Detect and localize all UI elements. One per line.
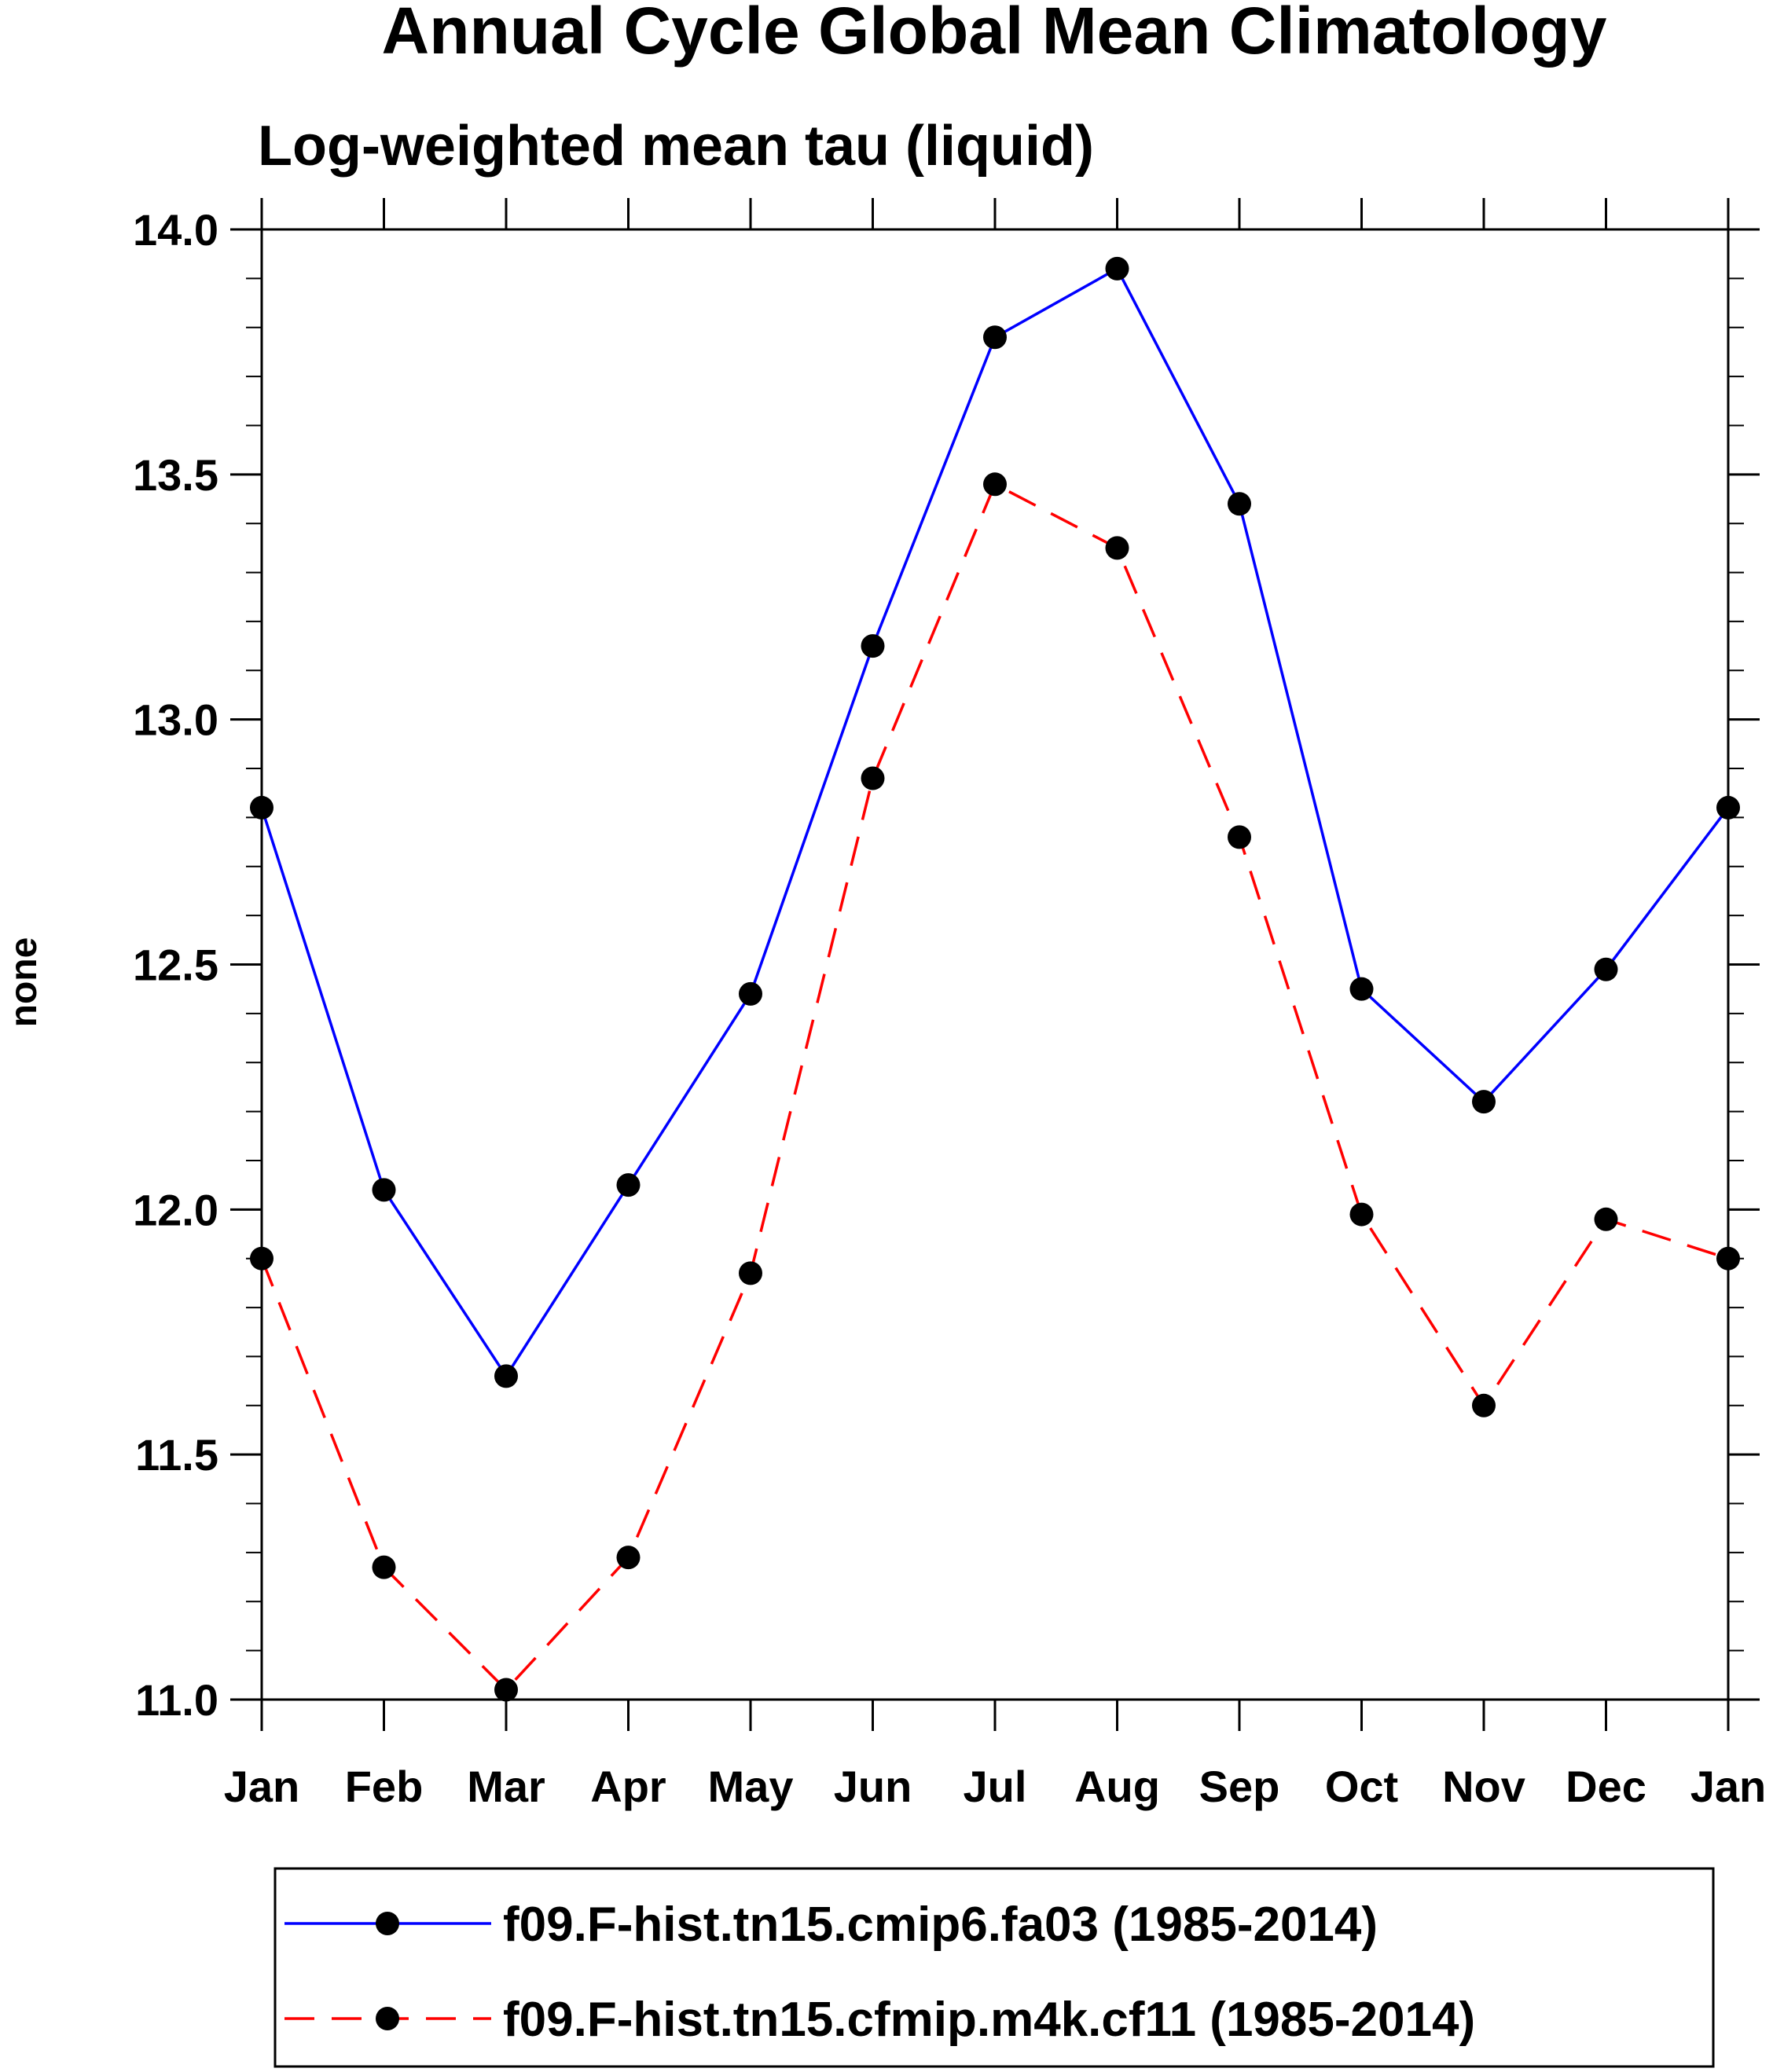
y-tick-label: 14.0 <box>133 205 218 255</box>
data-point-2 <box>372 1555 396 1579</box>
data-point-2 <box>1105 536 1129 560</box>
x-tick-label: Sep <box>1199 1762 1280 1811</box>
x-tick-label: Jan <box>1690 1762 1767 1811</box>
x-tick-label: Apr <box>590 1762 666 1811</box>
legend-box <box>273 1867 1715 2068</box>
data-point-1 <box>372 1178 396 1202</box>
data-point-2 <box>1716 1246 1740 1271</box>
x-tick-label: Aug <box>1074 1762 1160 1811</box>
data-point-1 <box>739 981 762 1006</box>
data-point-2 <box>1349 1202 1374 1227</box>
chart-subtitle: Log-weighted mean tau (liquid) <box>258 115 1094 178</box>
data-point-1 <box>1716 795 1740 820</box>
data-point-1 <box>983 325 1007 350</box>
series-line-2 <box>260 482 1729 1692</box>
data-point-2 <box>739 1261 762 1285</box>
y-tick-label: 13.0 <box>133 695 218 745</box>
data-point-2 <box>983 472 1007 497</box>
data-point-2 <box>250 1246 273 1271</box>
x-tick-label: Feb <box>345 1762 424 1811</box>
legend: f09.F-hist.tn15.cmip6.fa03 (1985-2014) f0… <box>273 1867 1715 2068</box>
y-tick-label: 13.5 <box>133 450 218 500</box>
x-tick-label: Jul <box>964 1762 1027 1811</box>
y-tick-label: 11.5 <box>135 1430 218 1480</box>
y-tick-label: 12.5 <box>133 941 218 990</box>
x-tick-label: Jun <box>834 1762 912 1811</box>
series-lines <box>250 256 1740 1702</box>
x-tick-label: Nov <box>1442 1762 1525 1811</box>
axes: 11.0 11.5 12.0 12.5 13.0 13.5 14.0 Jan Feb Mar Apr… <box>133 198 1766 1811</box>
data-point-1 <box>1105 256 1129 281</box>
data-point-2 <box>1228 825 1251 849</box>
data-point-1 <box>1349 977 1374 1001</box>
data-point-1 <box>861 634 885 658</box>
data-point-1 <box>616 1173 641 1197</box>
x-tick-label: May <box>708 1762 794 1811</box>
chart-title: Annual Cycle Global Mean Climatology <box>382 0 1607 68</box>
legend-label-2: f09.F-hist.tn15.cfmip.m4k.cf11 (1985-201… <box>503 1993 1475 2047</box>
legend-marker-2 <box>376 2007 399 2030</box>
data-point-2 <box>616 1546 641 1570</box>
data-point-2 <box>861 766 885 790</box>
y-tick-label: 11.0 <box>135 1675 218 1725</box>
data-point-1 <box>1228 492 1251 516</box>
data-point-1 <box>250 795 273 820</box>
y-axis-label: none <box>3 937 45 1028</box>
data-point-2 <box>494 1678 518 1702</box>
x-tick-label: Dec <box>1566 1762 1646 1811</box>
data-point-1 <box>494 1364 518 1388</box>
x-tick-label: Jan <box>224 1762 300 1811</box>
x-tick-label: Oct <box>1325 1762 1398 1811</box>
x-tick-label: Mar <box>467 1762 545 1811</box>
legend-label-1: f09.F-hist.tn15.cmip6.fa03 (1985-2014) <box>503 1898 1378 1952</box>
data-point-1 <box>1594 957 1618 981</box>
data-point-2 <box>1472 1393 1496 1417</box>
series-line-1 <box>260 266 1730 1379</box>
plot-frame <box>260 228 1730 1701</box>
y-tick-label: 12.0 <box>133 1185 218 1234</box>
legend-marker-1 <box>376 1912 399 1935</box>
data-point-1 <box>1472 1090 1496 1114</box>
data-point-2 <box>1594 1207 1618 1231</box>
